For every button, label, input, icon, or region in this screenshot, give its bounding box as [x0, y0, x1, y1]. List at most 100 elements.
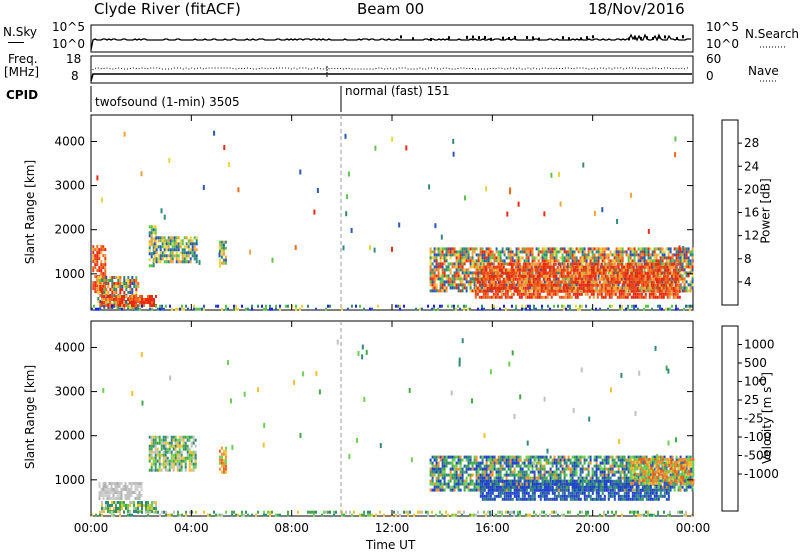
- data-cell-power-7: [494, 265, 497, 269]
- data-cell-velocity-4: [623, 473, 626, 477]
- data-cell-power-6: [677, 256, 680, 260]
- data-cell-power-8: [599, 307, 601, 311]
- data-cell-power-7: [602, 271, 605, 275]
- data-cell-power-6: [453, 274, 456, 278]
- data-cell-power-7: [560, 271, 563, 275]
- data-cell-power-2: [119, 298, 121, 301]
- data-cell-power-7: [676, 277, 679, 281]
- data-cell-velocity-4: [603, 467, 606, 471]
- data-cell-power-7: [582, 274, 585, 278]
- data-cell-power-6: [661, 256, 664, 260]
- data-cell-power-6: [437, 253, 440, 257]
- data-cell-velocity-4: [621, 476, 624, 480]
- data-cell-velocity-4: [627, 464, 630, 468]
- data-cell-velocity-2: [156, 435, 159, 439]
- data-cell-power-6: [443, 280, 446, 284]
- data-cell-velocity-4: [587, 467, 590, 471]
- data-cell-power-4: [159, 254, 162, 258]
- data-cell-velocity-4: [627, 455, 630, 459]
- data-cell-velocity-3: [222, 470, 225, 474]
- data-cell-power-4: [187, 260, 190, 264]
- data-cell-velocity-4: [475, 455, 478, 459]
- data-cell-velocity-2: [152, 435, 155, 439]
- data-cell-power-6: [605, 277, 608, 281]
- data-cell-velocity-4: [451, 464, 454, 468]
- data-cell-power-8: [521, 304, 523, 308]
- data-cell-power-7: [550, 286, 553, 290]
- data-cell-power-2: [139, 304, 141, 307]
- data-cell-power-6: [445, 274, 448, 278]
- data-cell-velocity-4: [657, 488, 660, 492]
- data-cell-power-6: [607, 280, 610, 284]
- data-cell-power-7: [666, 277, 669, 281]
- data-cell-velocity-4: [557, 458, 560, 462]
- data-cell-velocity-4: [539, 455, 542, 459]
- data-cell-velocity-4: [579, 467, 582, 471]
- data-cell-power-6: [633, 250, 636, 254]
- data-cell-power-7: [634, 271, 637, 275]
- data-cell-velocity-2: [182, 444, 185, 448]
- data-cell-power-6: [691, 286, 694, 290]
- data-cell-power-0: [102, 272, 105, 276]
- data-cell-velocity-4: [603, 455, 606, 459]
- data-cell-velocity-4: [457, 485, 460, 489]
- data-cell-power-6: [429, 283, 432, 287]
- data-cell-velocity-1: [101, 507, 103, 510]
- data-cell-velocity-4: [605, 461, 608, 465]
- data-cell-velocity-0: [126, 488, 129, 491]
- data-cell-power-7: [500, 274, 503, 278]
- data-cell-power-7: [494, 286, 497, 290]
- nsearch-point: [580, 37, 582, 41]
- data-cell-velocity-4: [609, 485, 612, 489]
- data-cell-power-6: [625, 265, 628, 269]
- data-cell-velocity-4: [507, 458, 510, 462]
- data-cell-power-7: [622, 289, 625, 293]
- data-cell-power-6: [489, 271, 492, 275]
- data-cell-power-7: [480, 271, 483, 275]
- data-cell-velocity-4: [433, 473, 436, 477]
- data-cell-power-5: [218, 258, 221, 262]
- data-cell-velocity-4: [547, 458, 550, 462]
- data-cell-velocity-4: [617, 476, 620, 480]
- data-cell-power-1: [105, 291, 108, 294]
- data-cell-velocity-4: [579, 470, 582, 474]
- data-cell-velocity-4: [515, 482, 518, 486]
- data-cell-power-2: [123, 295, 125, 298]
- data-cell-power-6: [669, 250, 672, 254]
- data-cell-power-6: [437, 289, 440, 293]
- data-cell-power-2: [115, 298, 117, 301]
- data-cell-power-6: [487, 259, 490, 263]
- data-cell-power-8: [141, 304, 143, 308]
- data-cell-velocity-4: [529, 470, 532, 474]
- data-cell-power-7: [580, 274, 583, 278]
- data-cell-power-7: [532, 277, 535, 281]
- data-cell-power-8: [287, 304, 289, 308]
- data-cell-power-6: [455, 277, 458, 281]
- data-cell-velocity-4: [495, 476, 498, 480]
- data-cell-power-7: [574, 277, 577, 281]
- data-cell-power-6: [483, 256, 486, 260]
- data-cell-power-0: [94, 290, 97, 294]
- data-cell-velocity-2: [152, 459, 155, 463]
- data-cell-velocity-4: [537, 479, 540, 483]
- data-cell-power-6: [465, 259, 468, 263]
- data-cell-power-6: [511, 256, 514, 260]
- data-cell-velocity-2: [166, 447, 169, 451]
- data-cell-velocity-4: [465, 455, 468, 459]
- data-cell-power-6: [545, 253, 548, 257]
- data-cell-power-7: [488, 286, 491, 290]
- data-cell-power-6: [429, 265, 432, 269]
- data-cell-power-1: [99, 294, 102, 297]
- data-cell-velocity-4: [451, 476, 454, 480]
- data-cell-power-7: [586, 262, 589, 266]
- data-cell-power-4: [175, 239, 178, 243]
- data-cell-velocity-2: [190, 453, 193, 457]
- data-cell-power-7: [644, 283, 647, 287]
- data-cell-velocity-4: [659, 467, 662, 471]
- nsearch-point: [634, 36, 636, 40]
- data-cell-velocity-4: [473, 488, 476, 492]
- data-cell-velocity-2: [158, 441, 161, 445]
- data-cell-velocity-4: [613, 461, 616, 465]
- data-cell-power-8: [263, 307, 265, 311]
- data-cell-velocity-4: [501, 476, 504, 480]
